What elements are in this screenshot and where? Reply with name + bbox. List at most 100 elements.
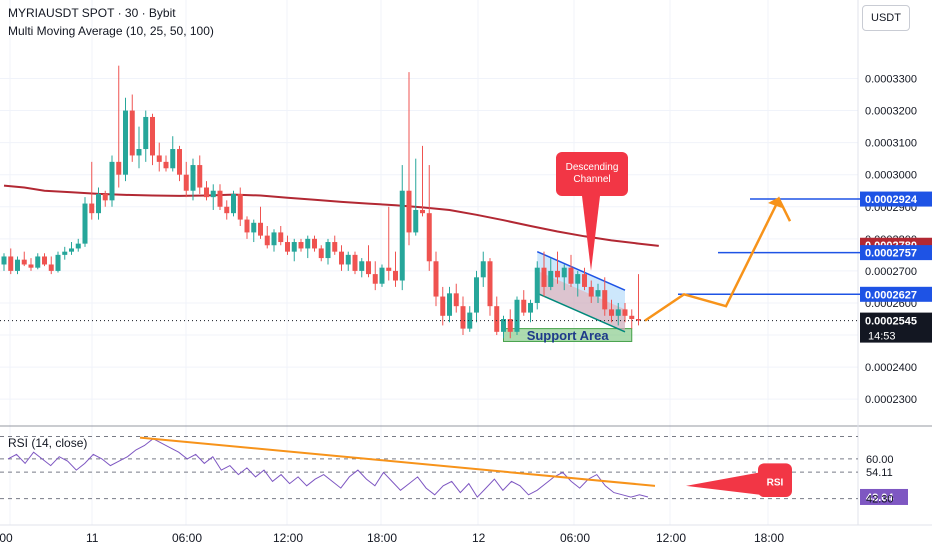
candle-body: [595, 290, 601, 297]
candle-body: [285, 242, 290, 252]
rsi-value-label: 43.04: [866, 492, 894, 504]
candle-body: [399, 190, 405, 281]
candle-body: [62, 251, 68, 255]
candle-body: [494, 306, 500, 332]
candle-body: [210, 190, 216, 198]
candle-body: [460, 306, 466, 329]
candle-body: [96, 193, 101, 214]
candle-body: [359, 261, 365, 271]
candle-body: [602, 290, 608, 310]
y-tick-label: 0.0002700: [865, 266, 917, 278]
candle-body: [197, 165, 203, 188]
candle-body: [426, 213, 432, 262]
candle-body: [244, 219, 250, 233]
descending-channel-callout: [556, 152, 628, 196]
candle-body: [1, 256, 7, 265]
candle-body: [507, 319, 513, 332]
countdown-label: 14:53: [868, 331, 896, 343]
channel-upper-line: [536, 250, 626, 291]
candle-body: [474, 277, 479, 313]
candle-body: [312, 238, 317, 249]
candle-body: [123, 110, 128, 175]
candle-body: [190, 165, 196, 191]
candle-body: [534, 267, 540, 303]
symbol-title[interactable]: MYRIAUSDT SPOT · 30 · Bybit: [8, 6, 176, 20]
candle-body: [501, 319, 506, 332]
candle-body: [609, 309, 614, 316]
candle-body: [305, 238, 311, 249]
candle-body: [440, 296, 446, 316]
candle-body: [183, 174, 189, 191]
candle-body: [366, 261, 371, 275]
candle-body: [386, 267, 392, 271]
candle-body: [156, 155, 162, 162]
x-tick-label: :00: [0, 531, 13, 545]
candle-body: [224, 206, 230, 214]
candle-body: [548, 270, 554, 287]
price-axis-badge: [860, 312, 932, 343]
candle-body: [345, 254, 351, 265]
candle-body: [629, 315, 635, 319]
currency-button[interactable]: USDT: [862, 5, 910, 31]
price-axis-badge: [860, 191, 932, 207]
candle-body: [420, 209, 425, 214]
candle-body: [588, 286, 594, 297]
candle-body: [582, 274, 587, 287]
rsi-line: [7, 438, 649, 498]
candle-body: [487, 261, 493, 307]
candle-body: [237, 193, 243, 220]
candle-body: [433, 261, 439, 297]
y-tick-label: 0.0003200: [865, 106, 917, 118]
candle-body: [217, 190, 223, 207]
candle-body: [291, 242, 297, 252]
candle-body: [379, 267, 385, 284]
candle-body: [136, 149, 142, 156]
price-axis-badge: [860, 245, 932, 261]
rsi-y-tick-label: 54.11: [866, 467, 893, 479]
candle-body: [35, 256, 41, 268]
candle-body: [75, 243, 81, 249]
candle-body: [393, 270, 398, 281]
candle-body: [325, 242, 331, 259]
candle-body: [42, 256, 47, 265]
candle-body: [615, 309, 621, 316]
candle-body: [372, 274, 378, 284]
y-tick-label: 0.0003300: [865, 73, 917, 85]
indicator-legend[interactable]: Multi Moving Average (10, 25, 50, 100): [8, 24, 214, 38]
candle-body: [109, 161, 115, 201]
candle-body: [170, 149, 176, 169]
candle-body: [258, 222, 263, 236]
candle-body: [89, 203, 95, 214]
candle-body: [521, 299, 527, 313]
price-axis-badge-label: 0.0002924: [865, 194, 918, 206]
projection-arrow-head: [768, 197, 782, 209]
price-axis-badge-label: 0.0002757: [865, 248, 917, 260]
rsi-callout-pointer: [686, 472, 760, 495]
candle-body: [129, 110, 135, 156]
descending-channel-callout-pointer: [582, 196, 600, 271]
x-tick-label: 12:00: [656, 531, 686, 545]
candle-body: [568, 267, 574, 284]
candle-body: [48, 264, 54, 271]
candle-body: [150, 116, 155, 156]
candle-body: [467, 312, 473, 329]
candle-body: [278, 232, 284, 243]
x-tick-label: 18:00: [754, 531, 784, 545]
candle-body: [69, 248, 74, 252]
rsi-value-badge: [860, 488, 908, 505]
candle-body: [636, 319, 641, 321]
candle-body: [82, 203, 88, 244]
candle-body: [271, 232, 277, 246]
candle-body: [332, 242, 338, 252]
candle-body: [298, 242, 304, 249]
candle-body: [561, 267, 567, 278]
rsi-legend[interactable]: RSI (14, close): [8, 436, 88, 450]
rsi-callout-label: RSI: [767, 477, 784, 488]
candle-body: [102, 193, 108, 201]
descending-channel-label: Descending: [566, 162, 619, 173]
projection-arrow-path: [644, 196, 792, 322]
rsi-y-tick-label: 42.30: [866, 494, 894, 506]
support-area-label: Support Area: [527, 328, 610, 343]
candle-body: [514, 299, 520, 332]
